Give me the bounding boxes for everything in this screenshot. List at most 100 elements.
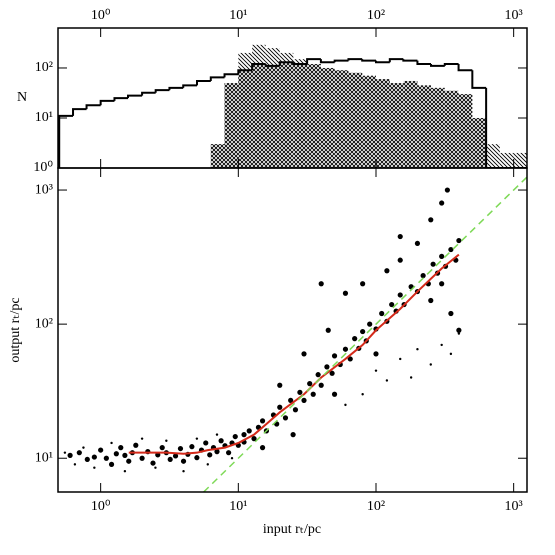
data-point bbox=[226, 450, 232, 456]
histogram-step bbox=[361, 59, 376, 62]
histogram-step bbox=[333, 59, 349, 63]
histogram-step bbox=[223, 73, 239, 78]
data-point bbox=[214, 449, 220, 455]
data-point bbox=[122, 452, 128, 458]
data-point bbox=[172, 453, 179, 459]
data-point bbox=[420, 273, 426, 279]
data-point bbox=[448, 310, 454, 317]
data-point bbox=[439, 200, 445, 206]
overlap-bar bbox=[252, 64, 266, 168]
data-point bbox=[342, 290, 349, 296]
overlap-bar bbox=[279, 62, 294, 168]
data-point bbox=[282, 415, 289, 421]
data-point bbox=[251, 436, 257, 442]
data-point bbox=[384, 268, 390, 274]
data-point bbox=[259, 445, 266, 451]
hatched-bar bbox=[513, 152, 527, 168]
overlap-bar bbox=[403, 80, 418, 168]
data-point bbox=[315, 372, 321, 378]
data-point bbox=[430, 261, 436, 267]
histogram-step bbox=[416, 60, 432, 66]
data-point bbox=[325, 327, 331, 333]
y-tick-label: 10² bbox=[35, 60, 53, 75]
data-point bbox=[416, 348, 419, 351]
histogram-step bbox=[72, 108, 87, 116]
data-point bbox=[342, 346, 349, 352]
data-point bbox=[177, 445, 184, 452]
reference-line bbox=[203, 176, 527, 492]
data-point bbox=[456, 237, 462, 244]
data-point bbox=[288, 397, 294, 403]
histogram-step bbox=[374, 60, 390, 64]
overlap-bar bbox=[375, 79, 390, 168]
data-point bbox=[67, 452, 73, 458]
data-point bbox=[379, 310, 385, 317]
histogram-step bbox=[278, 61, 294, 66]
data-point bbox=[329, 370, 335, 376]
histogram-step bbox=[388, 58, 404, 63]
data-point bbox=[206, 463, 209, 466]
histogram-step bbox=[430, 64, 445, 67]
data-point bbox=[277, 382, 283, 388]
data-point bbox=[428, 217, 434, 223]
histogram-step bbox=[209, 76, 225, 81]
x-tick-label: 10¹ bbox=[229, 499, 247, 514]
y-tick-label: 10¹ bbox=[35, 450, 53, 465]
histogram-step bbox=[485, 87, 500, 168]
median-line bbox=[128, 253, 460, 455]
data-point bbox=[165, 439, 168, 442]
histogram-step bbox=[195, 79, 211, 86]
data-point bbox=[110, 441, 113, 445]
histogram-step bbox=[113, 97, 128, 101]
histogram-step bbox=[471, 70, 487, 89]
data-point bbox=[232, 433, 238, 440]
overlap-bar bbox=[307, 64, 321, 168]
data-point bbox=[331, 353, 338, 359]
data-point bbox=[241, 432, 247, 438]
data-point bbox=[277, 404, 283, 410]
overlap-bar bbox=[238, 70, 253, 168]
overlap-bar bbox=[210, 144, 225, 168]
data-point bbox=[439, 253, 445, 259]
data-point bbox=[367, 321, 373, 327]
overlap-bar bbox=[362, 75, 376, 168]
overlap-bar bbox=[334, 70, 349, 168]
histogram-step bbox=[347, 58, 363, 61]
data-point bbox=[449, 352, 453, 356]
data-point bbox=[218, 438, 224, 444]
histogram-step bbox=[251, 63, 266, 71]
overlap-bar bbox=[458, 94, 473, 168]
y-tick-label: 10³ bbox=[35, 182, 53, 197]
data-point bbox=[126, 458, 132, 464]
overlap-bar bbox=[265, 65, 280, 168]
data-point bbox=[456, 327, 462, 333]
data-point bbox=[344, 403, 347, 407]
data-point bbox=[207, 452, 213, 458]
data-point bbox=[360, 281, 366, 287]
data-point bbox=[331, 391, 338, 397]
data-point bbox=[361, 393, 364, 396]
histogram-step bbox=[443, 63, 459, 66]
data-point bbox=[318, 382, 324, 388]
histogram-step bbox=[306, 58, 321, 65]
plot-area bbox=[58, 44, 527, 168]
data-point bbox=[428, 297, 434, 304]
data-point bbox=[457, 332, 461, 335]
data-point bbox=[439, 281, 445, 287]
y-tick-label: 10² bbox=[35, 316, 53, 331]
data-point bbox=[444, 187, 450, 193]
overlap-bar bbox=[472, 117, 487, 168]
data-point bbox=[409, 376, 413, 379]
histogram-step bbox=[85, 104, 101, 110]
overlap-bar bbox=[389, 83, 404, 168]
histogram-step bbox=[237, 69, 253, 75]
overlap-bar bbox=[444, 90, 459, 168]
data-point bbox=[374, 369, 378, 372]
y-axis-label: output rₜ/pc bbox=[8, 297, 23, 362]
data-point bbox=[82, 446, 85, 449]
data-point bbox=[189, 444, 195, 450]
data-point bbox=[194, 455, 200, 461]
data-point bbox=[347, 356, 353, 362]
x-tick-label: 10³ bbox=[505, 8, 523, 23]
plot-frame bbox=[57, 167, 528, 493]
